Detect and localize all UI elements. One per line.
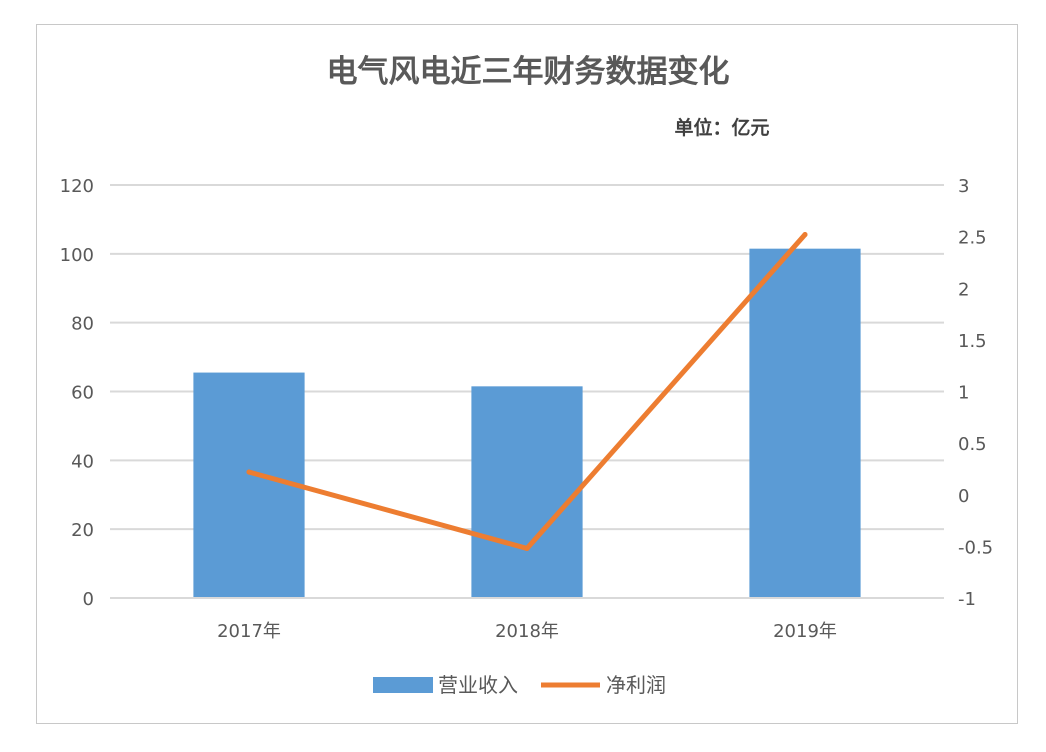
y-left-tick-label: 80 [71, 314, 94, 335]
x-tick-label: 2017年 [217, 621, 281, 642]
y-left-tick-label: 20 [71, 520, 94, 541]
line-series [246, 232, 808, 551]
unit-label: 单位：亿元 [674, 116, 769, 139]
bar-revenue-1 [471, 386, 583, 598]
bar-series [193, 248, 861, 598]
y-left-tick-label: 40 [71, 451, 94, 472]
point-net-profit-1 [524, 545, 530, 551]
y-left-tick-label: 120 [60, 176, 94, 197]
y-right-tick-label: 0 [958, 486, 969, 507]
legend-swatch-revenue [373, 677, 433, 693]
point-net-profit-0 [246, 469, 252, 475]
legend-label-revenue: 营业收入 [438, 673, 518, 697]
point-net-profit-2 [802, 232, 808, 238]
legend: 营业收入 净利润 [373, 673, 666, 697]
legend-label-net-profit: 净利润 [606, 673, 666, 697]
x-tick-label: 2018年 [495, 621, 559, 642]
bar-revenue-0 [193, 372, 305, 598]
x-tick-label: 2019年 [773, 621, 837, 642]
y-right-tick-label: 1 [958, 383, 969, 404]
y-left-tick-label: 100 [60, 245, 94, 266]
y-right-tick-label: 2.5 [958, 228, 987, 249]
y-left-tick-label: 0 [83, 589, 94, 610]
bar-revenue-2 [749, 248, 861, 598]
y-right-tick-label: 0.5 [958, 434, 987, 455]
axes: 0 20 40 60 80 100 120 -1 -0.5 0 0.5 1 1.5 2 2.5 3 2017年 2… [60, 176, 993, 642]
y-left-tick-label: 60 [71, 383, 94, 404]
y-right-tick-label: -0.5 [958, 537, 993, 558]
y-right-tick-label: 3 [958, 176, 969, 197]
y-right-tick-label: 2 [958, 279, 969, 300]
y-right-tick-label: -1 [958, 589, 976, 610]
y-right-tick-label: 1.5 [958, 331, 987, 352]
chart-title: 电气风电近三年财务数据变化 [327, 54, 730, 90]
